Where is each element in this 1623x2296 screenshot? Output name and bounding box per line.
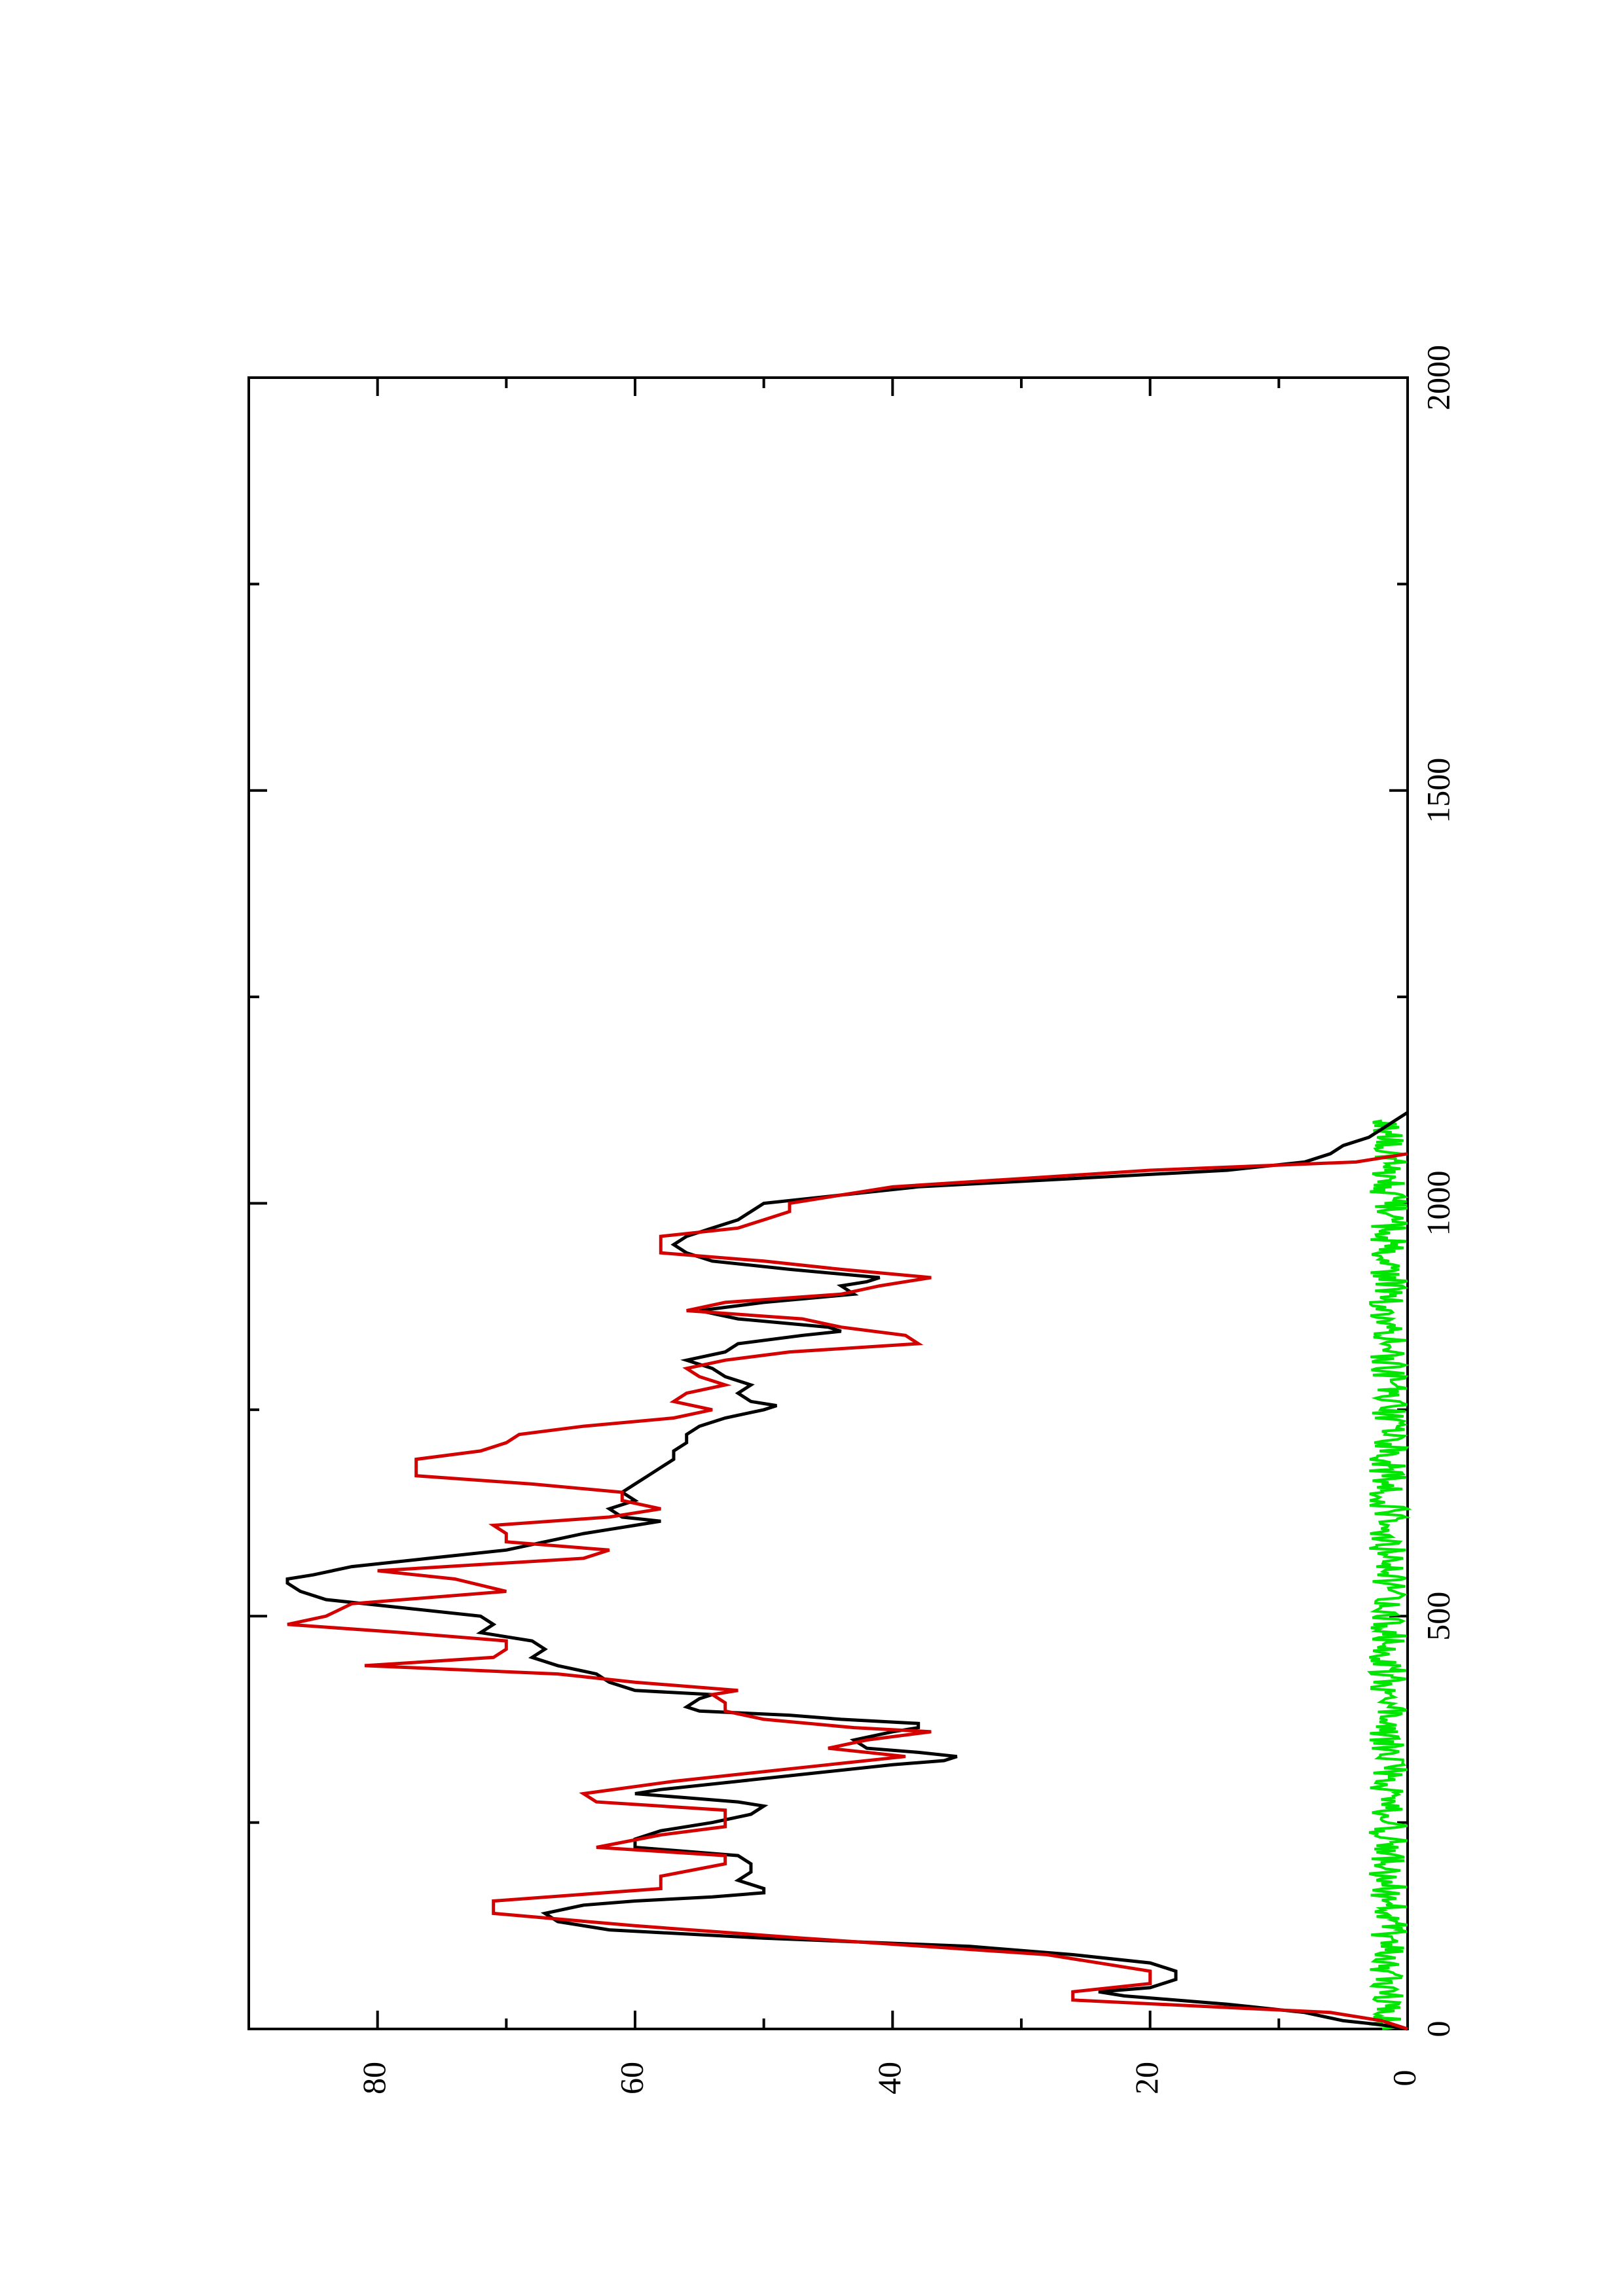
x-tick-label: 2000: [1419, 345, 1456, 410]
axis-ticks: [247, 376, 1409, 2030]
x-tick-label: 1500: [1419, 758, 1456, 823]
series-line-1: [287, 1152, 1408, 2031]
plot-frame: [247, 376, 1409, 2030]
x-tick-label: 0: [1419, 2021, 1456, 2037]
series-line-0: [285, 1111, 1409, 2031]
tick-labels: 0 500 1000 1500 2000 0 20 40 60 80: [356, 345, 1456, 2094]
series-line-2: [1367, 1119, 1412, 2030]
x-tick-label: 1000: [1419, 1171, 1456, 1236]
series-layer: [285, 1111, 1412, 2031]
y-tick-label: 20: [1128, 2062, 1165, 2094]
y-tick-label: 40: [871, 2062, 907, 2094]
y-tick-label: 60: [613, 2062, 649, 2094]
y-tick-label: 0: [1385, 2070, 1422, 2087]
x-tick-label: 500: [1419, 1592, 1456, 1641]
y-tick-label: 80: [356, 2062, 392, 2094]
